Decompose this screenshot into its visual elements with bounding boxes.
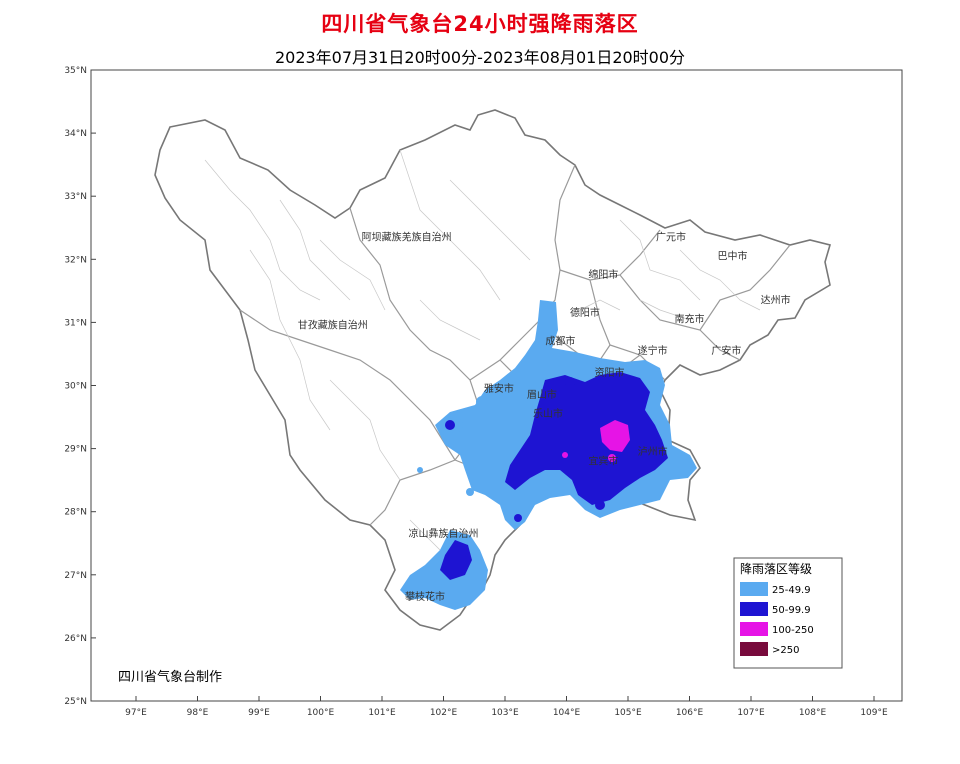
lat-tick-label: 25°N (64, 697, 87, 707)
place-label: 眉山市 (527, 388, 557, 401)
place-label: 阿坝藏族羌族自治州 (362, 230, 452, 243)
place-label: 凉山彝族自治州 (409, 527, 479, 540)
place-label: 甘孜藏族自治州 (298, 319, 368, 332)
legend-label: 100-250 (772, 625, 814, 636)
lat-tick-label: 30°N (64, 382, 87, 392)
longitude-ticks: 97°E 98°E 99°E 100°E 101°E 102°E 103°E 104°E 105… (125, 696, 888, 718)
county-boundaries (204, 149, 761, 591)
lon-tick-label: 103°E (491, 708, 519, 718)
lat-tick-label: 33°N (64, 192, 87, 202)
lat-tick-label: 27°N (64, 571, 87, 581)
lat-tick-label: 29°N (64, 445, 87, 455)
place-label: 达州市 (761, 293, 791, 306)
map-title: 四川省气象台24小时强降雨落区 (321, 12, 639, 36)
rain-level-50-99 (440, 372, 668, 580)
place-label: 巴中市 (718, 249, 748, 262)
province-outline (154, 109, 832, 631)
lon-tick-label: 101°E (368, 708, 396, 718)
lat-tick-label: 28°N (64, 508, 87, 518)
place-label: 广安市 (711, 344, 741, 357)
place-label: 成都市 (545, 334, 575, 347)
place-label: 宜宾市 (588, 454, 618, 467)
legend-swatch (740, 602, 768, 616)
place-label: 资阳市 (595, 366, 625, 379)
lon-tick-label: 102°E (430, 708, 458, 718)
lon-tick-label: 108°E (799, 708, 827, 718)
place-label: 乐山市 (533, 407, 563, 420)
place-label: 遂宁市 (638, 344, 668, 357)
lat-tick-label: 31°N (64, 318, 87, 328)
rain-level-100-250 (562, 420, 630, 462)
lon-tick-label: 100°E (307, 708, 335, 718)
place-label: 泸州市 (638, 445, 668, 458)
credit-text: 四川省气象台制作 (118, 670, 223, 685)
lon-tick-label: 104°E (553, 708, 581, 718)
lat-tick-label: 35°N (64, 66, 87, 76)
lat-tick-label: 32°N (64, 255, 87, 265)
lon-tick-label: 109°E (860, 708, 888, 718)
place-label: 雅安市 (484, 382, 514, 395)
lon-tick-label: 98°E (187, 708, 209, 718)
legend-swatch (740, 582, 768, 596)
legend-label: 50-99.9 (772, 605, 811, 616)
place-label: 德阳市 (570, 306, 600, 319)
legend-title: 降雨落区等级 (740, 562, 812, 576)
lon-tick-label: 106°E (676, 708, 704, 718)
legend-swatch (740, 642, 768, 656)
lat-tick-label: 26°N (64, 634, 87, 644)
place-label: 攀枝花市 (405, 590, 445, 603)
place-label: 广元市 (656, 230, 686, 243)
lon-tick-label: 97°E (125, 708, 147, 718)
map-subtitle: 2023年07月31日20时00分-2023年08月01日20时00分 (274, 48, 686, 67)
latitude-ticks: 35°N 34°N 33°N 32°N 31°N 30°N 29°N 28°N 27°N 26°N… (64, 66, 96, 707)
place-label: 绵阳市 (588, 268, 618, 281)
lat-tick-label: 34°N (64, 129, 87, 139)
legend-swatch (740, 622, 768, 636)
legend-label: >250 (772, 645, 799, 656)
lon-tick-label: 99°E (248, 708, 270, 718)
place-label: 南充市 (675, 312, 705, 325)
legend: 降雨落区等级 25-49.9 50-99.9 100-250 >250 (733, 557, 843, 669)
lon-tick-label: 107°E (737, 708, 765, 718)
lon-tick-label: 105°E (614, 708, 642, 718)
legend-label: 25-49.9 (772, 585, 811, 596)
